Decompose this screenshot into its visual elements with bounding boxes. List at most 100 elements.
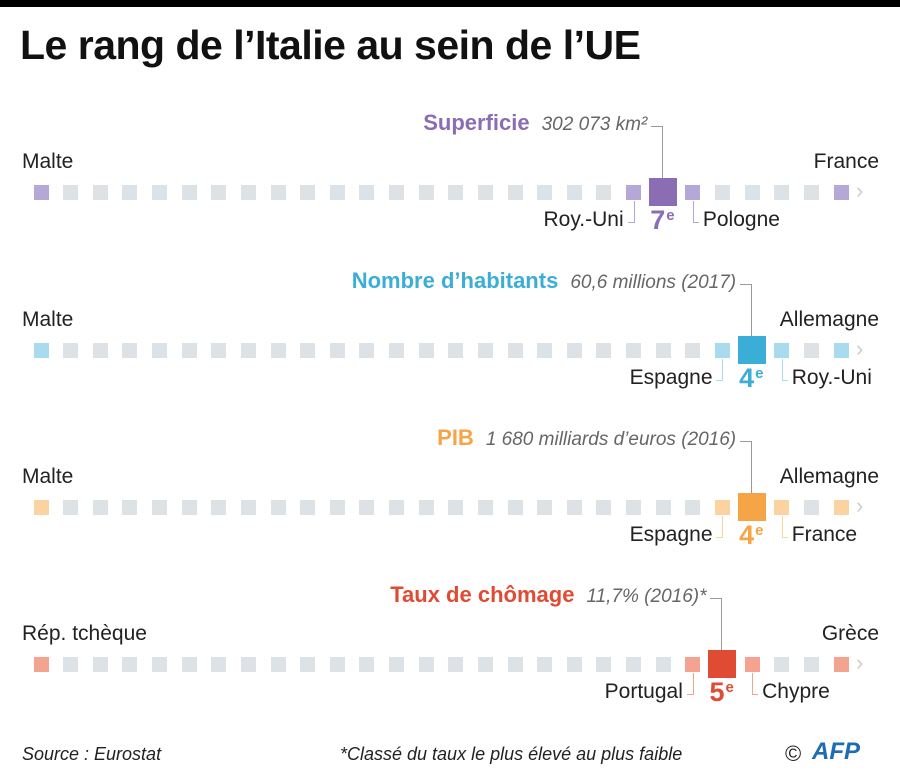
country-square <box>359 499 375 515</box>
rank-suffix: e <box>666 207 675 224</box>
connector-line <box>692 673 694 695</box>
country-square <box>359 184 375 200</box>
country-square <box>181 342 197 358</box>
connector-line <box>781 516 783 538</box>
next-country-label: Chypre <box>762 680 830 703</box>
country-square <box>507 342 523 358</box>
country-square <box>537 656 553 672</box>
metric-value: 60,6 millions (2017) <box>570 272 737 293</box>
country-square <box>655 656 671 672</box>
country-square <box>803 656 819 672</box>
country-square <box>270 656 286 672</box>
country-square <box>477 499 493 515</box>
arrow-right-icon: › <box>856 178 864 203</box>
country-square <box>626 342 642 358</box>
country-square <box>152 184 168 200</box>
country-square <box>329 342 345 358</box>
left-end-label: Rép. tchèque <box>22 622 147 645</box>
country-square <box>714 342 730 358</box>
metric-value: 302 073 km² <box>541 114 648 135</box>
country-square <box>566 342 582 358</box>
metric-header: PIB 1 680 milliards d’euros (2016) <box>437 425 736 451</box>
country-square <box>300 342 316 358</box>
country-square <box>122 342 138 358</box>
connector-line <box>751 441 753 493</box>
copyright-symbol: © <box>785 741 802 766</box>
metric-header: Nombre d’habitants 60,6 millions (2017) <box>352 268 736 294</box>
country-square <box>507 656 523 672</box>
country-square <box>92 184 108 200</box>
italy-square <box>708 650 737 678</box>
country-square <box>774 184 790 200</box>
italy-square <box>738 336 767 364</box>
country-square <box>566 184 582 200</box>
metric-value: 1 680 milliards d’euros (2016) <box>485 429 737 450</box>
country-square <box>270 342 286 358</box>
country-square <box>685 656 701 672</box>
arrow-right-icon: › <box>856 336 864 361</box>
connector-line <box>752 694 759 695</box>
next-country-label: France <box>791 523 858 546</box>
rank-suffix: e <box>755 522 764 539</box>
right-end-label: Grèce <box>821 622 879 645</box>
country-square <box>33 656 49 672</box>
country-square <box>448 342 464 358</box>
country-square <box>833 184 849 200</box>
country-square <box>655 342 671 358</box>
rank-number: 4 <box>739 520 755 550</box>
rank-label: 7e <box>650 205 674 236</box>
country-square <box>626 499 642 515</box>
country-square <box>240 499 256 515</box>
right-end-label: Allemagne <box>779 465 879 488</box>
rank-suffix: e <box>755 365 764 382</box>
country-square <box>240 656 256 672</box>
country-square <box>181 499 197 515</box>
rank-number: 7 <box>650 205 666 235</box>
country-square <box>448 184 464 200</box>
country-square <box>181 656 197 672</box>
connector-line <box>716 380 723 381</box>
connector-line <box>781 380 788 381</box>
metric-value: 11,7% (2016)* <box>586 586 707 607</box>
country-square <box>537 184 553 200</box>
country-square <box>507 184 523 200</box>
footnote: *Classé du taux le plus élevé au plus fa… <box>340 744 683 764</box>
country-square <box>359 656 375 672</box>
country-square <box>122 184 138 200</box>
country-square <box>448 499 464 515</box>
country-square <box>774 499 790 515</box>
arrow-right-icon: › <box>856 650 864 675</box>
country-square <box>803 184 819 200</box>
country-square <box>596 656 612 672</box>
country-square <box>418 184 434 200</box>
connector-line <box>740 284 753 285</box>
ranking-row: › Malte Allemagne Nombre d’habitants 60,6 mi… <box>0 268 900 423</box>
country-square <box>92 656 108 672</box>
connector-line <box>692 201 694 223</box>
country-square <box>329 184 345 200</box>
connector-line <box>633 201 635 223</box>
country-square <box>448 656 464 672</box>
left-end-label: Malte <box>22 308 74 331</box>
rank-number: 5 <box>709 677 725 707</box>
right-end-label: Allemagne <box>779 308 879 331</box>
ranking-row: › Malte Allemagne PIB 1 680 milliards d’euro… <box>0 425 900 580</box>
previous-country-label: Portugal <box>604 680 683 703</box>
rank-label: 5e <box>709 677 733 708</box>
country-square <box>685 342 701 358</box>
country-square <box>774 656 790 672</box>
country-square <box>389 656 405 672</box>
country-square <box>537 342 553 358</box>
country-square <box>596 499 612 515</box>
italy-square <box>649 178 678 206</box>
source-note: Source : Eurostat <box>22 744 162 764</box>
country-square <box>300 184 316 200</box>
country-square <box>33 499 49 515</box>
connector-line <box>651 126 664 127</box>
country-square <box>744 184 760 200</box>
connector-line <box>781 359 783 381</box>
country-square <box>418 342 434 358</box>
country-square <box>211 184 227 200</box>
country-square <box>152 342 168 358</box>
